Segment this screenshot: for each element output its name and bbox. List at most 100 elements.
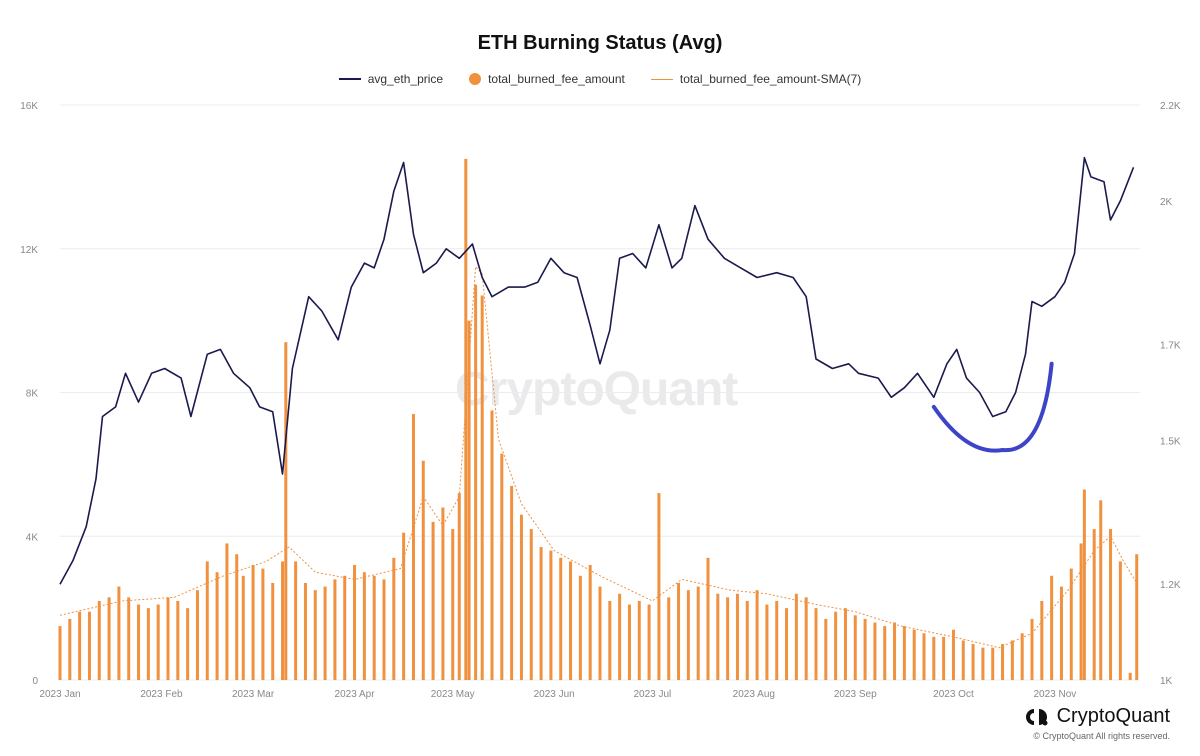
legend-item-avg-eth-price[interactable]: avg_eth_price [338,72,444,86]
brand: CryptoQuant [1025,705,1170,728]
legend-label: avg_eth_price [367,72,444,86]
bar [843,608,847,680]
bar [480,295,484,680]
bar [1040,600,1044,680]
legend-line-swatch [338,78,361,80]
bar [467,320,471,680]
bar [323,586,327,680]
sma-line [59,265,1138,649]
x-tick-label: 2023 Mar [232,689,275,700]
bar [961,640,965,680]
bar [942,636,946,680]
bar [647,604,651,680]
x-tick-label: 2023 Jun [534,689,575,700]
bar [166,597,170,680]
y-right-tick-label: 1K [1160,676,1173,687]
bar [677,582,681,680]
x-tick-label: 2023 Nov [1034,689,1077,700]
bar [755,590,759,680]
bar [176,600,180,680]
legend: avg_eth_price total_burned_fee_amount to… [0,72,1200,86]
bar [726,597,730,680]
bar [549,550,553,680]
bar [588,565,592,680]
bar [343,575,347,680]
bar [205,561,209,680]
copyright-text: © CryptoQuant All rights reserved. [1033,731,1170,741]
bar [225,543,229,680]
bar [451,529,455,680]
bar [107,597,111,680]
bar [195,590,199,680]
bar [251,565,255,680]
bar [1020,633,1024,680]
y-left-tick-label: 12K [20,245,38,256]
watermark: CryptoQuant [455,363,738,416]
bar [294,561,298,680]
bar [137,604,141,680]
bar [411,414,415,680]
bar [431,521,435,680]
legend-item-total-burned-fee-amount[interactable]: total_burned_fee_amount [469,72,625,86]
y-left-tick-label: 8K [26,389,39,400]
bar [457,493,461,680]
bar [569,561,573,680]
bar [1128,672,1132,680]
legend-dot-swatch [469,73,482,85]
bar [464,158,468,680]
bar [87,611,91,680]
x-tick-label: 2023 Apr [335,689,376,700]
annotation-curve [931,361,1054,453]
price-line [59,156,1135,585]
bar [834,611,838,680]
y-right-tick-label: 1.5K [1160,436,1181,447]
bar [1079,543,1083,680]
bar [281,561,285,680]
bar [863,618,867,680]
bar [510,485,514,680]
bar [1001,644,1005,680]
bar [893,622,897,680]
bar [421,460,425,680]
bar [372,575,376,680]
bar [853,615,857,680]
bar [559,557,563,680]
bar [804,597,808,680]
bar [824,618,828,680]
bar [97,600,101,680]
bar [127,597,131,680]
bar [186,608,190,680]
bar [912,629,916,680]
legend-thin-line-swatch [650,78,673,80]
legend-item-sma7[interactable]: total_burned_fee_amount-SMA(7) [650,72,861,86]
bar [313,590,317,680]
bar [686,590,690,680]
bar [991,647,995,680]
bar [785,608,789,680]
bar [883,626,887,680]
bar [765,604,769,680]
brand-name: CryptoQuant [1056,705,1170,727]
y-left-tick-label: 4K [26,532,39,543]
bar [873,622,877,680]
bar [146,608,150,680]
bar [382,579,386,680]
x-tick-label: 2023 Sep [834,689,877,700]
legend-label: total_burned_fee_amount [488,72,625,86]
bar [500,453,504,680]
bar [1092,529,1096,680]
cryptoquant-logo-icon [1025,708,1048,725]
bar [716,593,720,680]
bar [392,557,396,680]
x-tick-label: 2023 Jul [633,689,671,700]
bar [696,586,700,680]
bar [971,644,975,680]
x-tick-label: 2023 Feb [140,689,183,700]
x-tick-label: 2023 Aug [733,689,775,700]
bar [241,575,245,680]
bar [667,597,671,680]
bar [1118,561,1122,680]
bar [922,633,926,680]
y-right-tick-label: 2.2K [1160,101,1181,112]
bar [735,593,739,680]
